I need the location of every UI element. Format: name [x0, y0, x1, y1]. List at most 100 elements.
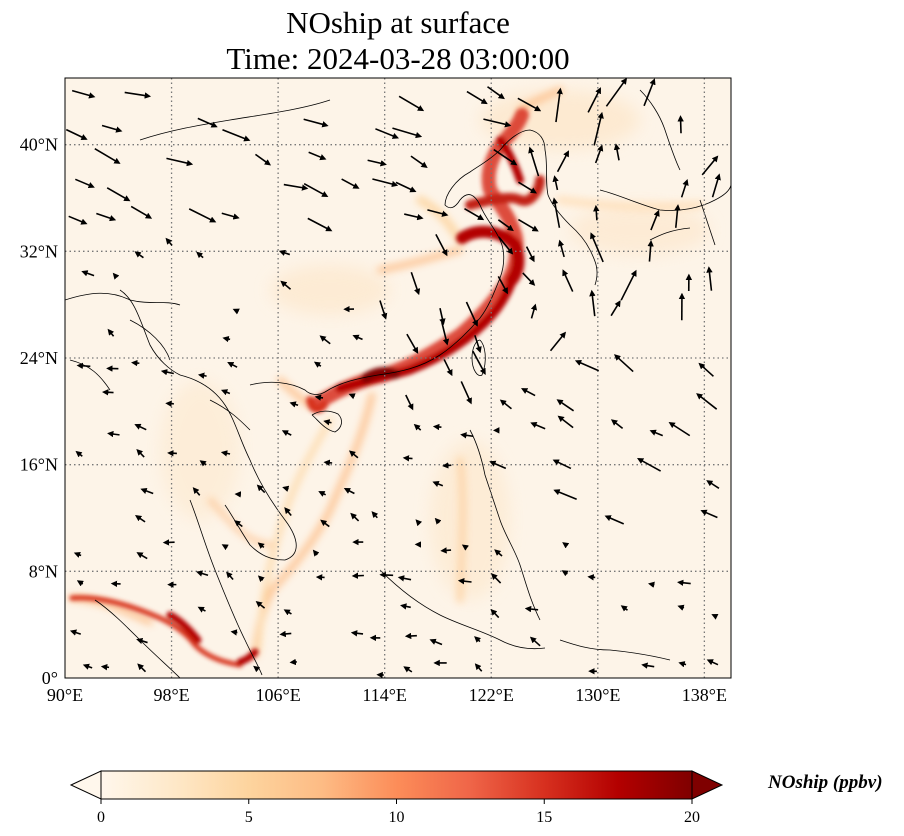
wind-arrow — [160, 368, 174, 376]
wind-arrow — [101, 124, 123, 133]
lat-tick-label: 0° — [42, 668, 58, 688]
wind-arrow — [303, 118, 329, 128]
wind-arrow — [636, 458, 662, 472]
wind-arrow — [460, 381, 472, 405]
wind-arrow — [289, 401, 299, 408]
lat-tick-label: 24°N — [20, 348, 58, 368]
noship-field — [69, 87, 704, 668]
wind-arrow — [521, 388, 536, 397]
wind-arrow — [706, 266, 713, 291]
wind-arrow — [124, 91, 152, 99]
wind-arrow — [483, 118, 512, 128]
wind-arrow — [432, 423, 442, 431]
wind-arrow — [517, 97, 542, 112]
wind-arrow — [188, 208, 217, 223]
wind-arrow — [75, 450, 83, 458]
wind-arrow — [403, 666, 413, 673]
wind-arrow — [525, 246, 535, 263]
wind-arrow — [107, 328, 115, 337]
colorbar-gradient — [100, 770, 693, 800]
wind-arrow — [650, 209, 660, 231]
lon-tick-label: 114°E — [362, 685, 407, 705]
wind-arrow — [400, 603, 411, 610]
wind-arrow — [343, 488, 355, 495]
wind-arrow — [106, 187, 131, 202]
wind-arrow — [613, 143, 621, 161]
wind-arrow — [643, 78, 656, 107]
wind-arrow — [562, 269, 574, 292]
wind-arrow — [528, 146, 540, 177]
wind-arrow — [524, 605, 539, 613]
wind-arrow — [372, 178, 399, 188]
wind-arrow — [232, 308, 240, 315]
coastlines — [65, 89, 731, 678]
wind-arrow — [680, 178, 689, 198]
wind-arrow — [551, 197, 561, 228]
wind-arrow — [610, 419, 624, 429]
lat-tick-label: 32°N — [20, 241, 58, 261]
wind-arrow — [131, 359, 140, 367]
colorbar-tick-label: 20 — [684, 809, 700, 826]
wind-arrow — [530, 422, 546, 430]
wind-arrow — [367, 159, 387, 167]
wind-arrow — [522, 272, 536, 286]
wind-arrow — [460, 432, 474, 439]
wind-arrow — [490, 573, 502, 584]
wind-arrow — [518, 181, 538, 194]
wind-arrow — [474, 663, 483, 672]
wind-arrow — [561, 570, 569, 577]
wind-arrow — [279, 630, 292, 638]
wind-arrow — [375, 128, 399, 139]
wind-arrow — [620, 605, 628, 612]
wind-arrow — [553, 489, 577, 500]
wind-arrow — [350, 630, 364, 637]
wind-arrow — [73, 551, 82, 558]
wind-arrow — [410, 155, 428, 168]
wind-arrow — [352, 334, 363, 341]
wind-arrow — [589, 289, 596, 317]
wind-arrow — [165, 237, 173, 246]
wind-arrow — [461, 544, 469, 551]
colorbar-tick-label: 5 — [245, 809, 253, 826]
wind-arrow — [556, 399, 575, 412]
wind-arrow — [197, 372, 207, 379]
wind-arrow — [348, 393, 356, 400]
wind-arrow — [379, 571, 394, 579]
wind-arrow — [711, 173, 721, 198]
wind-arrow — [490, 608, 500, 619]
colorbar-min-extension — [69, 770, 102, 800]
wind-arrow — [706, 480, 720, 489]
colorbar-label: NOship (ppbv) — [768, 772, 883, 793]
wind-arrow — [711, 613, 719, 620]
wind-arrow — [696, 393, 718, 410]
wind-arrow — [101, 389, 114, 396]
latitude-tick-labels: 0° 8°N 16°N 24°N 32°N 40°N — [20, 135, 58, 688]
wind-arrow — [112, 272, 120, 280]
lat-tick-label: 8°N — [29, 561, 58, 581]
wind-arrow — [649, 429, 664, 437]
wind-arrow — [429, 638, 443, 646]
wind-arrow — [253, 665, 261, 673]
wind-arrow — [283, 183, 309, 191]
wind-arrow — [497, 219, 514, 232]
wind-arrow — [518, 218, 539, 232]
wind-arrow — [410, 271, 421, 296]
wind-arrow — [107, 430, 120, 438]
wind-arrow — [230, 629, 238, 636]
wind-arrow — [348, 450, 359, 459]
wind-arrow — [620, 269, 637, 301]
wind-arrow — [319, 335, 331, 345]
wind-arrow — [76, 580, 84, 587]
wind-arrow — [406, 333, 419, 354]
wind-arrow — [68, 215, 88, 225]
wind-arrow — [65, 128, 88, 140]
wind-arrow — [137, 663, 147, 673]
wind-arrow — [323, 419, 332, 426]
wind-arrow — [166, 157, 194, 167]
wind-arrow — [398, 95, 425, 112]
wind-arrow — [557, 415, 574, 429]
wind-arrow — [489, 460, 507, 470]
wind-arrow — [555, 87, 563, 123]
wind-arrow — [371, 511, 379, 519]
wind-arrow — [69, 629, 82, 636]
